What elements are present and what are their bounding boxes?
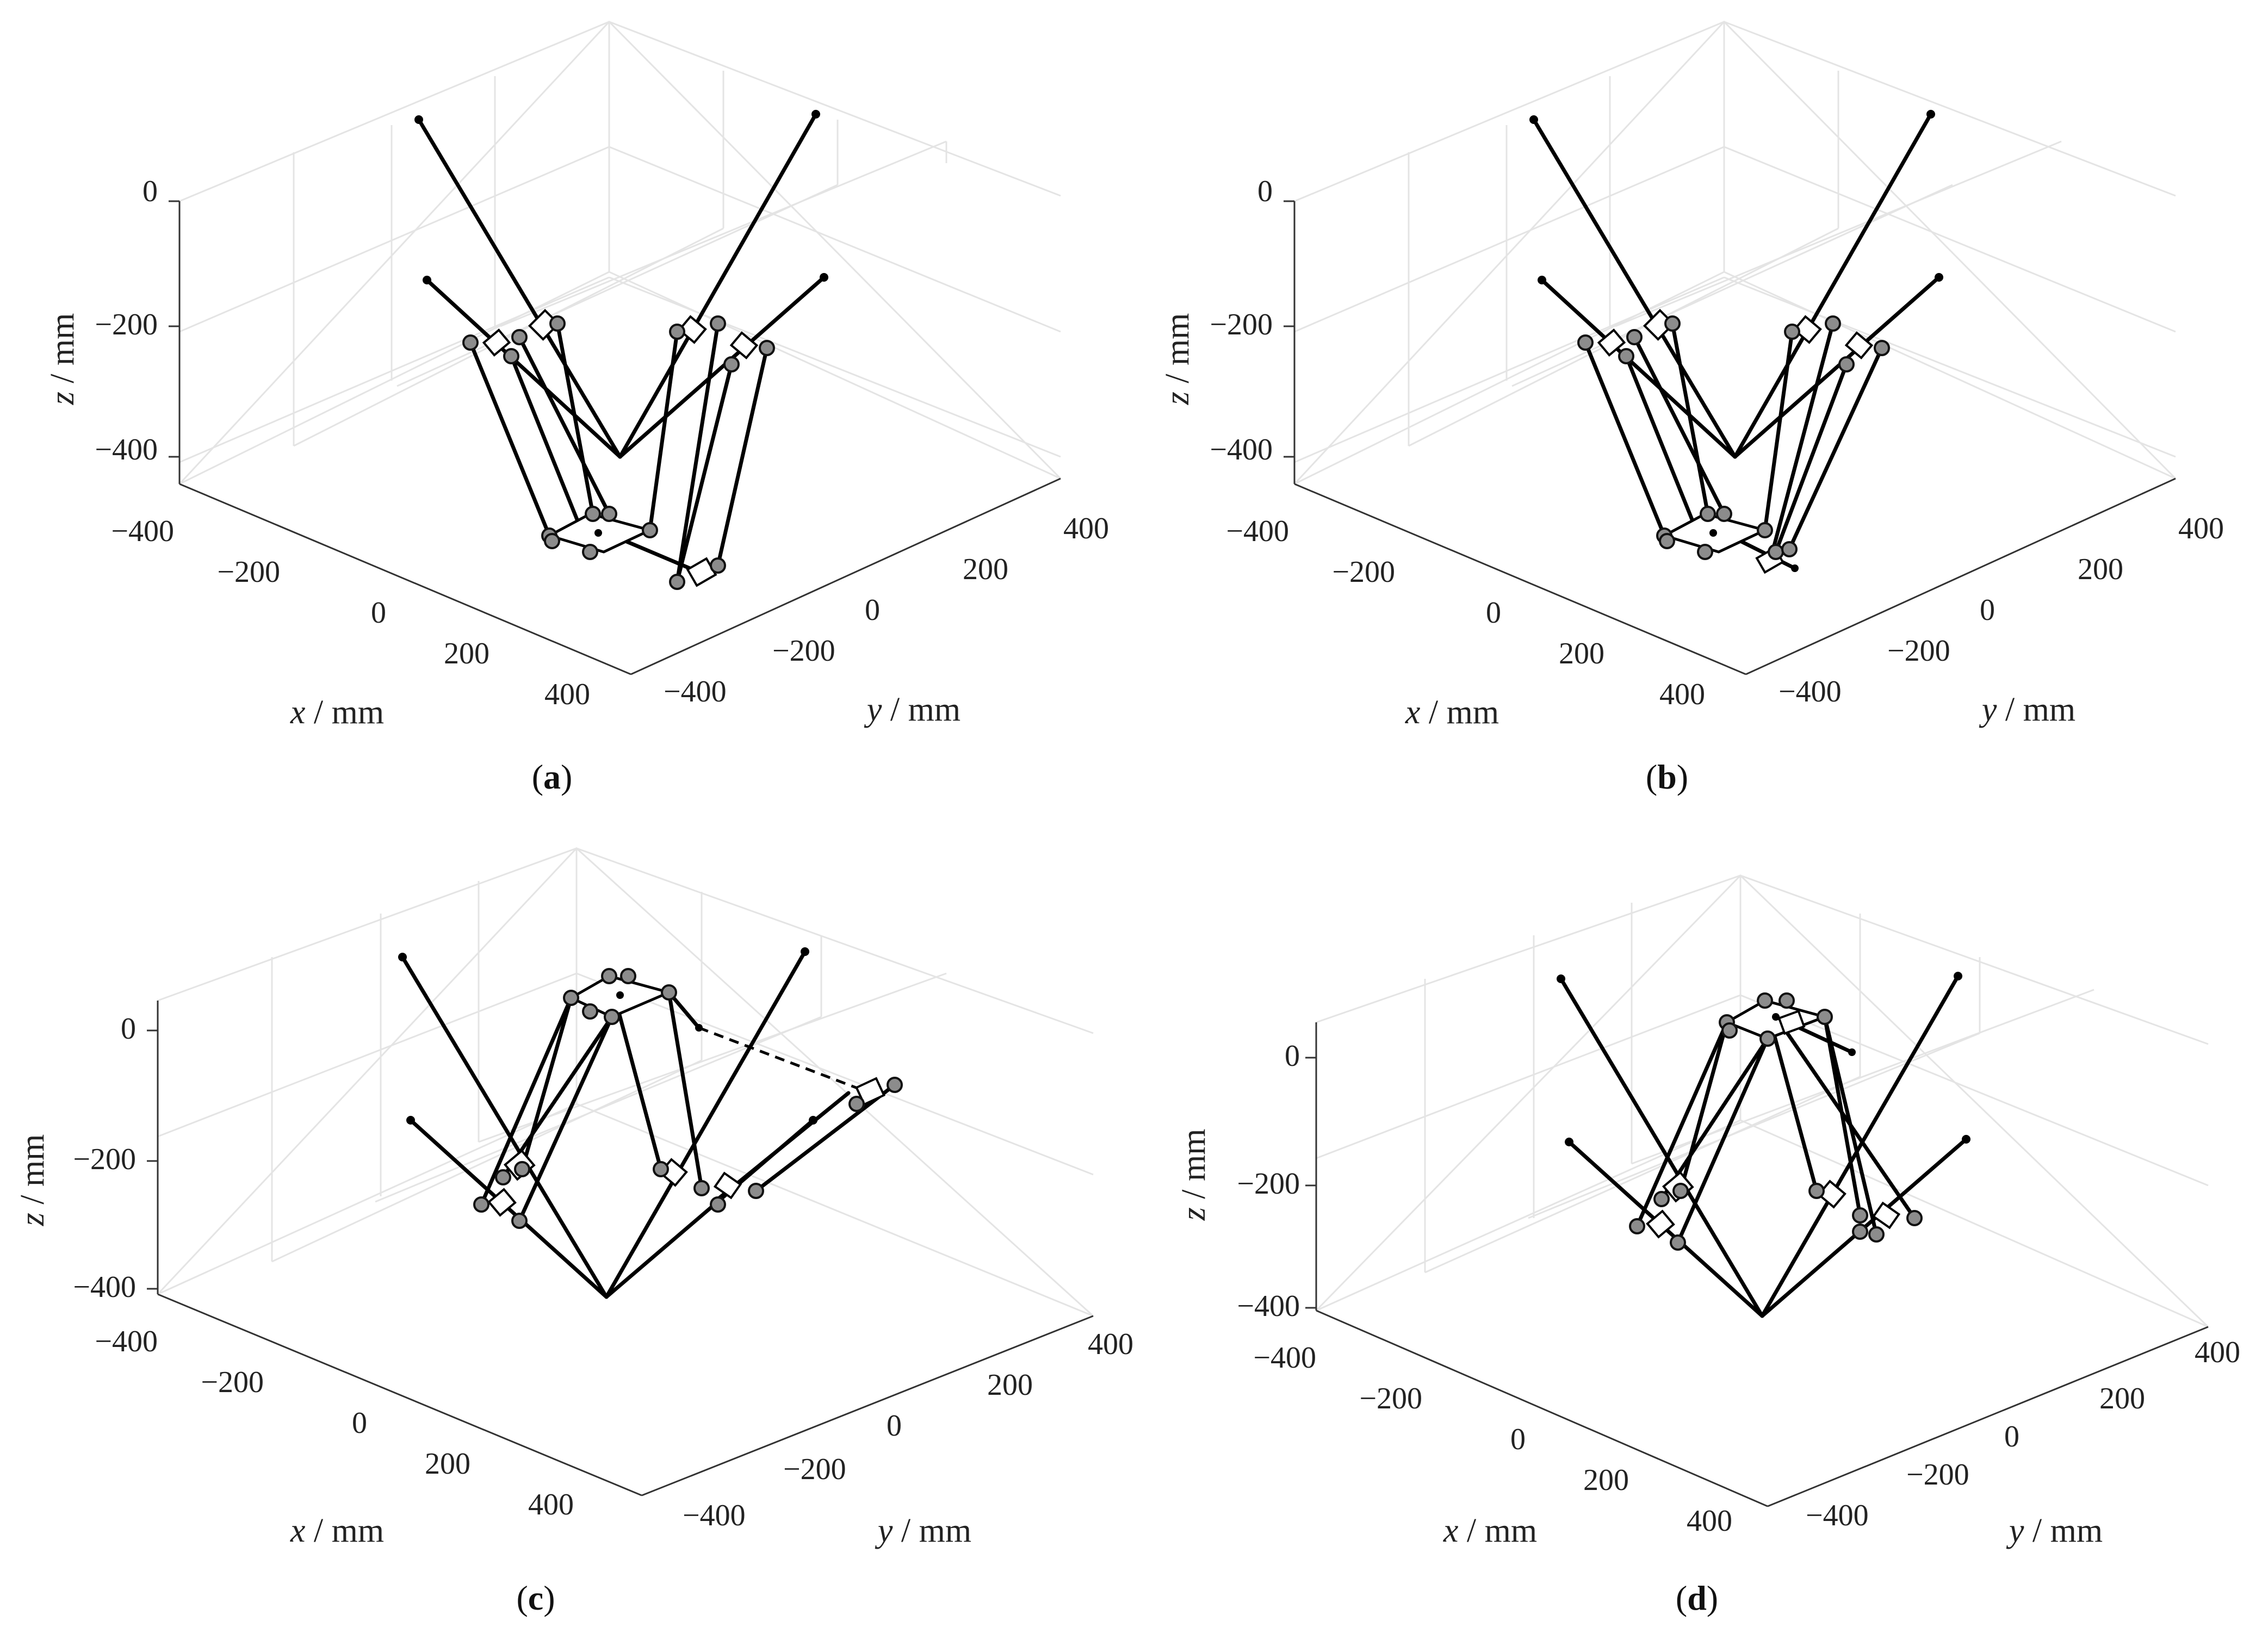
x-tick-label: 400 — [544, 678, 590, 711]
y-tick-label: −400 — [1779, 675, 1842, 709]
y-tick-label: 0 — [1980, 593, 1995, 627]
z-tick-label: 0 — [121, 1012, 136, 1046]
caption-c: (c) — [516, 1579, 555, 1617]
y-tick-labels: −400 −200 0 200 400 — [683, 1327, 1133, 1532]
z-tick-label: 0 — [1257, 175, 1273, 208]
x-tick-label: 0 — [1486, 596, 1501, 630]
y-tick-label: 200 — [963, 552, 1008, 586]
panel-a: 0 −200 −400 −400 −200 0 200 400 −400 −20… — [44, 20, 1109, 796]
x-axis-title: x / mm — [1405, 694, 1499, 731]
grid — [157, 847, 1094, 1317]
z-tick-label: −200 — [1210, 308, 1273, 341]
x-axis-title: x / mm — [1443, 1512, 1537, 1549]
y-tick-label: −400 — [683, 1499, 746, 1532]
z-tick-labels: 0 −200 −400 — [1210, 175, 1273, 467]
y-tick-labels: −400 −200 0 200 400 — [1779, 512, 2224, 709]
axes — [1305, 1022, 2209, 1507]
z-tick-label: −400 — [1237, 1289, 1300, 1323]
x-tick-labels: −400 −200 0 200 400 — [95, 1325, 574, 1522]
x-tick-label: 0 — [352, 1406, 367, 1440]
x-tick-label: −200 — [1332, 555, 1395, 589]
panel-b: 0 −200 −400 −400 −200 0 200 400 −400 −20… — [1159, 20, 2224, 796]
x-tick-label: −200 — [1359, 1382, 1422, 1415]
y-tick-label: 200 — [2078, 552, 2123, 586]
y-tick-label: 400 — [2195, 1336, 2240, 1369]
robot-c — [398, 947, 903, 1299]
x-tick-label: −400 — [1226, 514, 1289, 548]
x-tick-labels: −400 −200 0 200 400 — [111, 514, 590, 711]
z-tick-label: −400 — [73, 1270, 136, 1304]
y-tick-label: −200 — [1906, 1458, 1969, 1492]
y-axis-title: y / mm — [1979, 691, 2075, 728]
y-tick-labels: −400 −200 0 200 400 — [664, 512, 1109, 709]
x-tick-label: 400 — [1659, 678, 1705, 711]
x-tick-label: 400 — [528, 1488, 574, 1522]
y-tick-label: 400 — [1063, 512, 1109, 545]
y-tick-label: −400 — [664, 675, 727, 709]
y-tick-label: 400 — [2178, 512, 2224, 545]
z-axis-title: z / mm — [44, 313, 81, 406]
x-tick-label: 200 — [425, 1447, 470, 1481]
x-tick-label: −400 — [1253, 1341, 1316, 1375]
y-axis-title: y / mm — [864, 691, 961, 728]
x-tick-label: −200 — [201, 1365, 264, 1399]
caption-b: (b) — [1646, 757, 1688, 796]
z-tick-label: −400 — [1210, 433, 1273, 467]
x-tick-label: 200 — [1559, 637, 1604, 670]
caption-a: (a) — [532, 757, 573, 796]
z-tick-label: −200 — [95, 308, 158, 341]
x-axis-title: x / mm — [290, 694, 384, 731]
y-tick-label: 0 — [887, 1409, 902, 1443]
axes — [147, 1001, 1094, 1497]
x-tick-label: −400 — [111, 514, 174, 548]
axes — [1284, 200, 2176, 675]
x-tick-label: 200 — [444, 637, 489, 670]
panel-c: 0 −200 −400 −400 −200 0 200 400 −400 −20… — [14, 847, 1133, 1617]
y-axis-title: y / mm — [2006, 1512, 2103, 1549]
grid — [1293, 20, 2177, 485]
x-tick-labels: −400 −200 0 200 400 — [1253, 1341, 1732, 1538]
x-tick-label: −200 — [217, 555, 280, 589]
z-axis-title: z / mm — [1159, 313, 1196, 406]
robot-b — [1529, 110, 1943, 574]
panel-d: 0 −200 −400 −400 −200 0 200 400 −400 −20… — [1175, 874, 2240, 1617]
z-tick-label: 0 — [1285, 1039, 1300, 1073]
y-axis-title: y / mm — [875, 1512, 971, 1549]
y-tick-label: 400 — [1088, 1327, 1133, 1361]
x-tick-label: −400 — [95, 1325, 158, 1358]
y-tick-label: −400 — [1806, 1499, 1869, 1532]
z-tick-label: −400 — [95, 433, 158, 467]
y-tick-label: 0 — [2004, 1420, 2019, 1454]
y-tick-label: 200 — [2099, 1382, 2145, 1415]
y-tick-label: 200 — [987, 1368, 1033, 1402]
y-tick-label: −200 — [1887, 634, 1950, 668]
axes — [169, 200, 1061, 675]
x-tick-label: 0 — [371, 596, 386, 630]
z-axis-title: z / mm — [14, 1134, 51, 1227]
grid — [178, 20, 1062, 485]
y-tick-label: −200 — [783, 1452, 846, 1486]
y-tick-labels: −400 −200 0 200 400 — [1806, 1336, 2240, 1532]
x-tick-label: 400 — [1687, 1504, 1732, 1538]
z-axis-title: z / mm — [1175, 1129, 1212, 1221]
y-tick-label: −200 — [772, 634, 835, 668]
robot-a — [414, 110, 828, 590]
z-tick-label: −200 — [1237, 1167, 1300, 1201]
z-tick-label: 0 — [142, 175, 158, 208]
x-tick-labels: −400 −200 0 200 400 — [1226, 514, 1705, 711]
z-tick-labels: 0 −200 −400 — [73, 1012, 136, 1304]
z-tick-label: −200 — [73, 1143, 136, 1176]
y-tick-label: 0 — [865, 593, 880, 627]
caption-d: (d) — [1676, 1579, 1718, 1617]
robot-d — [1557, 972, 1970, 1318]
x-axis-title: x / mm — [290, 1512, 384, 1549]
grid — [1315, 874, 2209, 1328]
z-tick-labels: 0 −200 −400 — [1237, 1039, 1300, 1323]
x-tick-label: 200 — [1583, 1463, 1629, 1497]
x-tick-label: 0 — [1510, 1423, 1526, 1456]
z-tick-labels: 0 −200 −400 — [95, 175, 158, 467]
